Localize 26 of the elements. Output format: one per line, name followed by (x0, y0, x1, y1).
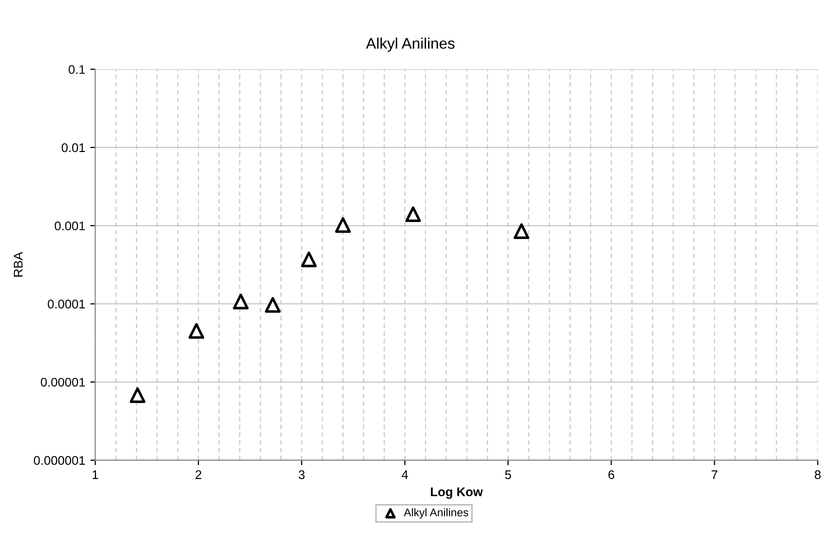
x-tick-label: 4 (402, 470, 408, 479)
x-tick-label: 1 (92, 470, 98, 479)
point (514, 223, 530, 240)
y-tick-label: 0.00001 (40, 378, 85, 387)
point (188, 323, 204, 339)
x-tick-label: 7 (712, 470, 718, 479)
point (130, 387, 146, 403)
x-tick-label: 3 (298, 470, 305, 480)
x-tick-label: 8 (814, 470, 821, 480)
point (405, 206, 421, 222)
point (232, 294, 249, 310)
chart-title: Alkyl Anilines (366, 38, 455, 52)
y-axis-title: RBA (14, 252, 22, 277)
x-tick-label: 5 (505, 470, 512, 480)
point (264, 297, 281, 313)
x-tick-label: 6 (608, 470, 614, 480)
y-tick-label: 0.001 (54, 221, 85, 230)
legend-label: Alkyl Anilines (404, 508, 468, 519)
y-tick-label: 0.0001 (48, 300, 85, 308)
y-tick-label: 0.01 (62, 143, 85, 152)
y-tick-label: 0.000001 (34, 456, 85, 465)
point (335, 217, 351, 233)
x-axis-title: Log Kow (430, 488, 483, 499)
y-tick-label: 0.1 (68, 65, 85, 74)
point (301, 252, 317, 268)
x-tick-label: 2 (196, 470, 202, 479)
